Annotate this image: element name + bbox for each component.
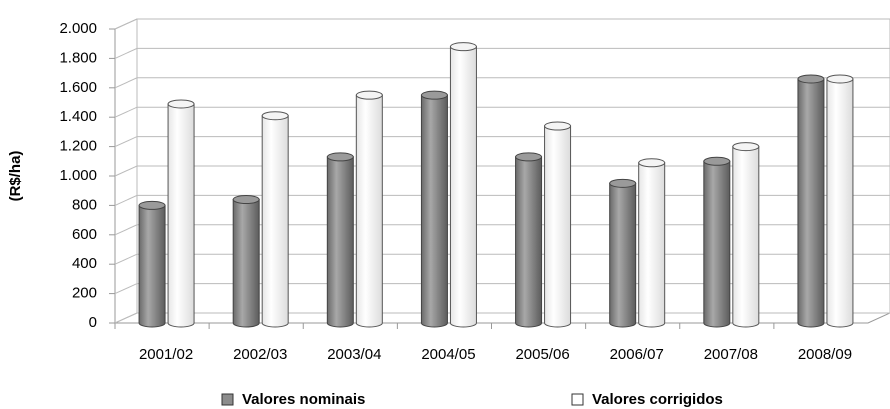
grid-line: [114, 194, 890, 206]
floor: [115, 312, 890, 324]
bar-top: [167, 99, 195, 109]
x-tick-label: 2006/07: [610, 346, 664, 363]
x-tick-label: 2004/05: [421, 346, 475, 363]
y-tick-label: 1.400: [59, 108, 97, 125]
y-tick-label: 0: [89, 314, 97, 331]
y-tick-label: 2.000: [59, 20, 97, 37]
grid-line: [114, 165, 890, 177]
y-tick-label: 1.800: [59, 49, 97, 66]
bar: [261, 111, 289, 328]
grid-line: [114, 47, 890, 59]
bar: [732, 142, 760, 328]
bar-top: [420, 90, 448, 100]
grid-line: [114, 253, 890, 265]
y-tick-label: 600: [72, 226, 97, 243]
bar: [167, 99, 195, 328]
x-tick-label: 2008/09: [798, 346, 852, 363]
bar-body: [167, 103, 195, 328]
legend-swatch: [221, 393, 234, 406]
bar-body: [232, 199, 260, 328]
bar-body: [449, 46, 477, 328]
bar: [703, 156, 731, 328]
grid-line: [114, 18, 890, 30]
bar-top: [703, 156, 731, 166]
bar: [544, 121, 572, 328]
bar-top: [449, 42, 477, 52]
y-tick-label: 1.000: [59, 167, 97, 184]
bar-body: [326, 156, 354, 328]
bar: [449, 42, 477, 328]
x-tick-label: 2005/06: [515, 346, 569, 363]
bar: [232, 195, 260, 328]
legend-swatch: [571, 393, 584, 406]
grid-line: [114, 77, 890, 89]
bar: [797, 74, 825, 328]
bar-top: [355, 90, 383, 100]
x-tick-label: 2007/08: [704, 346, 758, 363]
bar-body: [703, 160, 731, 328]
bar-top: [609, 178, 637, 188]
bar-top: [232, 195, 260, 205]
bar: [138, 200, 166, 328]
grid-line: [114, 136, 890, 148]
bar: [355, 90, 383, 328]
bar: [826, 74, 854, 328]
bar-top: [638, 158, 666, 168]
bar: [638, 158, 666, 328]
bar-body: [420, 94, 448, 328]
bar-body: [609, 182, 637, 328]
bar-body: [638, 162, 666, 328]
legend-label: Valores nominais: [242, 391, 365, 408]
y-tick-label: 800: [72, 196, 97, 213]
y-tick-label: 200: [72, 285, 97, 302]
y-tick-label: 400: [72, 255, 97, 272]
y-tick-label: 1.200: [59, 138, 97, 155]
bar-top: [797, 74, 825, 84]
bar-top: [138, 200, 166, 210]
x-tick-label: 2003/04: [327, 346, 381, 363]
grid-line: [114, 312, 890, 324]
bar-body: [515, 156, 543, 328]
bar: [609, 178, 637, 328]
grid-line: [114, 224, 890, 236]
legend-label: Valores corrigidos: [592, 391, 723, 408]
y-tick-label: 1.600: [59, 79, 97, 96]
bar: [515, 152, 543, 328]
bar-body: [732, 146, 760, 328]
bar-top: [515, 152, 543, 162]
bar-body: [261, 115, 289, 328]
grid-line: [114, 283, 890, 295]
x-tick-label: 2001/02: [139, 346, 193, 363]
bar-body: [826, 78, 854, 328]
bar-body: [138, 204, 166, 328]
y-axis-title: (R$/ha): [7, 151, 24, 202]
bar-body: [797, 78, 825, 328]
bar: [326, 152, 354, 328]
bar: [420, 90, 448, 328]
bar-body: [544, 125, 572, 328]
bar-body: [355, 94, 383, 328]
bar-top: [326, 152, 354, 162]
bar-top: [732, 142, 760, 152]
grid-line: [114, 106, 890, 118]
bar-top: [261, 111, 289, 121]
x-tick-label: 2002/03: [233, 346, 287, 363]
bar-top: [826, 74, 854, 84]
bar-top: [544, 121, 572, 131]
